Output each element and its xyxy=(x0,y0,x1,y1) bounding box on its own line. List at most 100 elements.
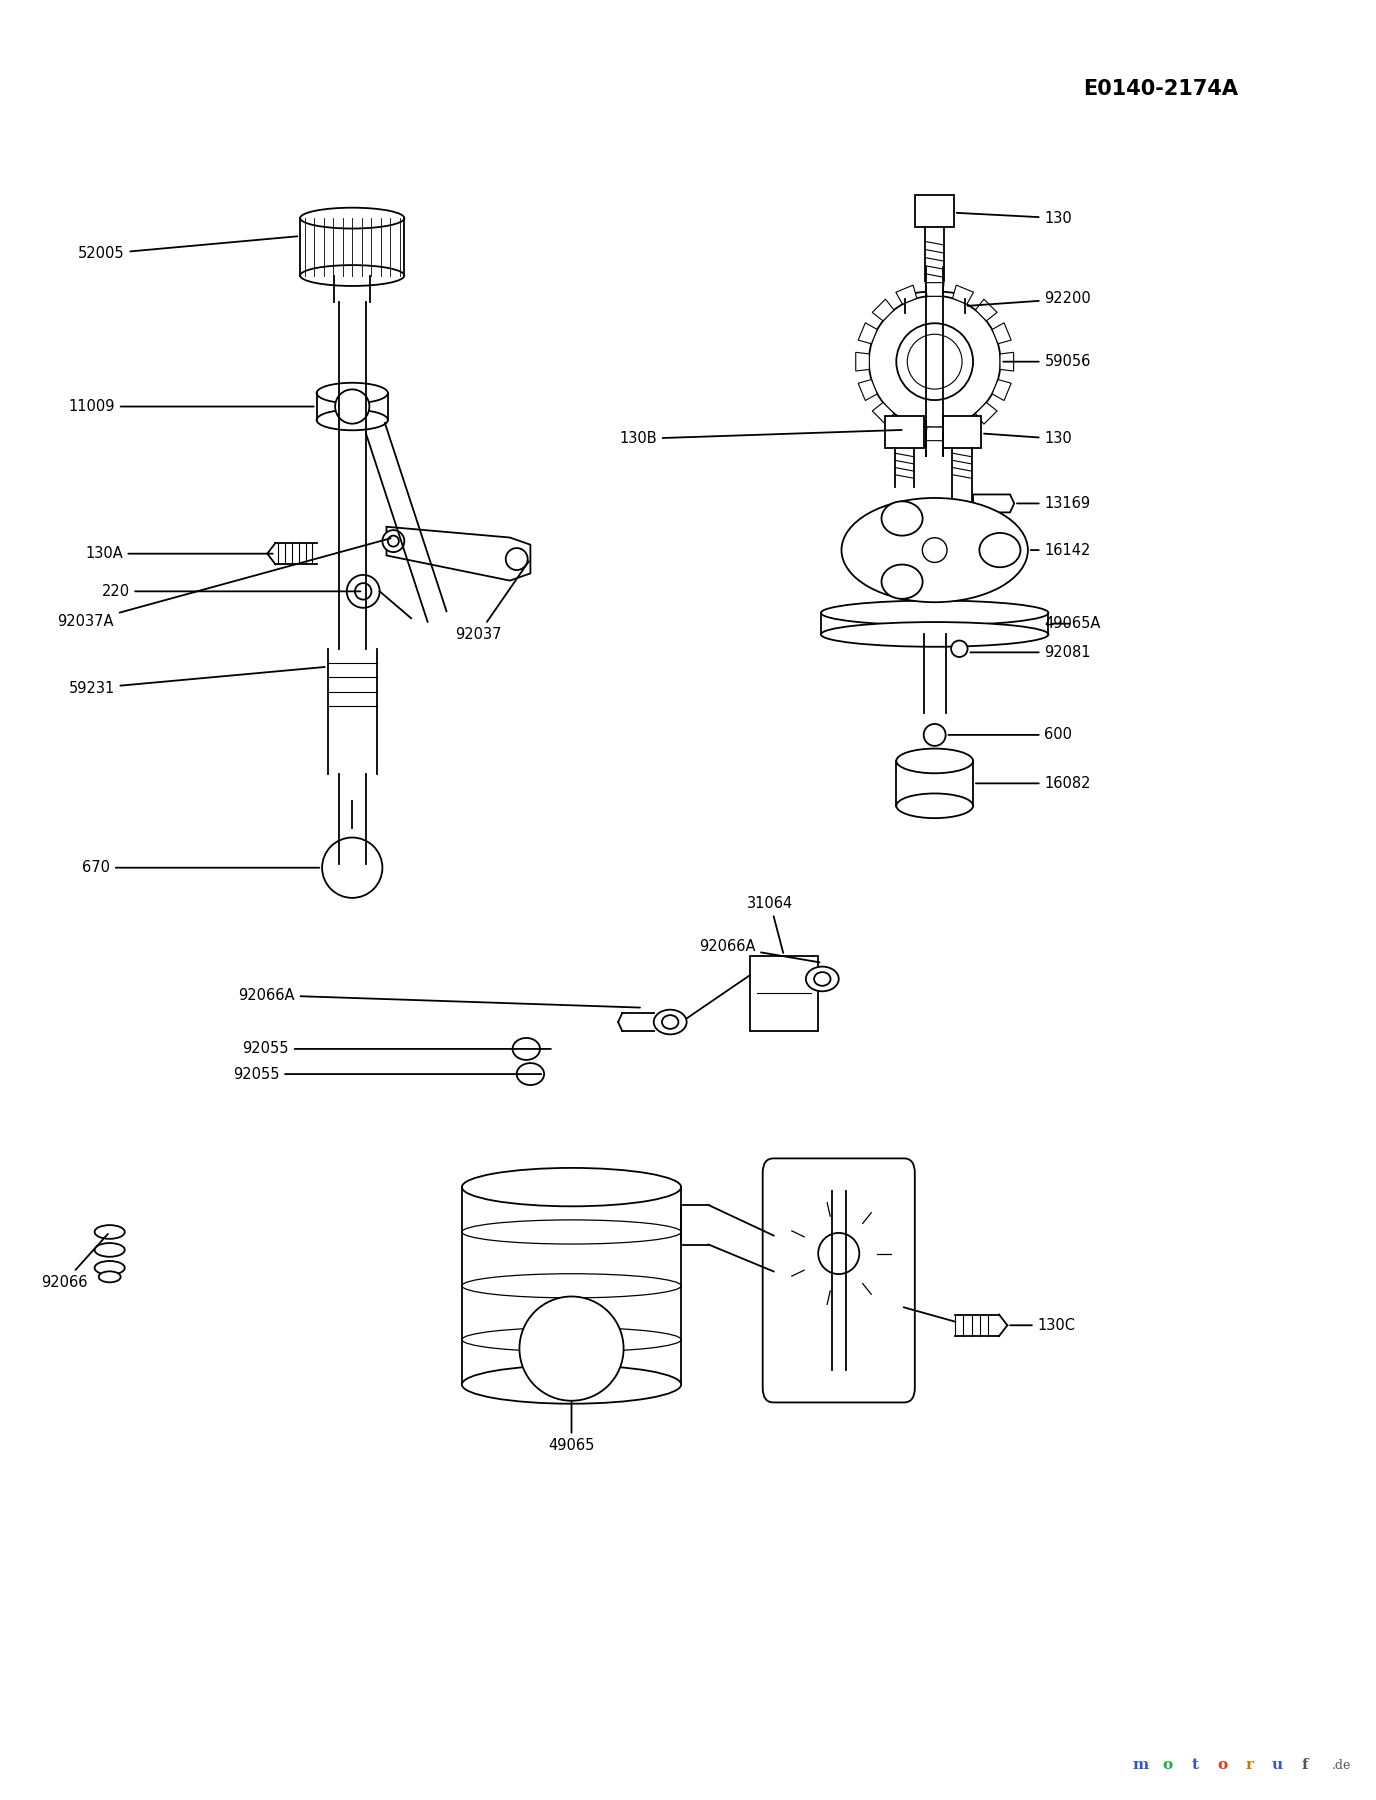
Text: t: t xyxy=(1192,1759,1198,1771)
Text: 52005: 52005 xyxy=(78,236,297,261)
Text: 670: 670 xyxy=(83,860,319,875)
Ellipse shape xyxy=(462,1274,681,1298)
Ellipse shape xyxy=(316,410,388,430)
Text: 92055: 92055 xyxy=(233,1067,541,1082)
Text: 92066A: 92066A xyxy=(699,940,820,963)
Ellipse shape xyxy=(868,295,1000,428)
Polygon shape xyxy=(992,322,1011,344)
Polygon shape xyxy=(992,380,1011,401)
Text: 92037A: 92037A xyxy=(58,538,391,630)
Ellipse shape xyxy=(316,383,388,403)
Text: 16082: 16082 xyxy=(976,776,1091,790)
Ellipse shape xyxy=(322,837,383,898)
Ellipse shape xyxy=(654,1010,687,1035)
Text: 49065: 49065 xyxy=(548,1402,594,1453)
Ellipse shape xyxy=(821,601,1049,625)
Ellipse shape xyxy=(95,1226,125,1238)
Ellipse shape xyxy=(388,536,399,547)
Ellipse shape xyxy=(896,794,973,819)
Text: 59231: 59231 xyxy=(69,668,325,697)
Text: 92066: 92066 xyxy=(41,1235,107,1291)
FancyBboxPatch shape xyxy=(762,1159,915,1402)
Text: 130: 130 xyxy=(956,211,1072,225)
Text: u: u xyxy=(1271,1759,1282,1771)
Text: 11009: 11009 xyxy=(69,400,314,414)
Ellipse shape xyxy=(517,1064,544,1085)
Ellipse shape xyxy=(882,565,923,599)
Polygon shape xyxy=(925,427,944,441)
Polygon shape xyxy=(872,299,894,320)
Ellipse shape xyxy=(462,1168,681,1206)
Text: 130C: 130C xyxy=(1010,1318,1076,1332)
Text: 220: 220 xyxy=(102,583,361,599)
Text: 130: 130 xyxy=(984,432,1072,446)
Ellipse shape xyxy=(882,502,923,536)
Ellipse shape xyxy=(347,574,380,608)
Ellipse shape xyxy=(922,538,947,562)
FancyBboxPatch shape xyxy=(915,194,954,227)
Text: r: r xyxy=(1245,1759,1254,1771)
FancyBboxPatch shape xyxy=(885,416,923,448)
Polygon shape xyxy=(387,527,530,581)
Ellipse shape xyxy=(904,306,965,320)
Text: 130A: 130A xyxy=(85,545,272,562)
Ellipse shape xyxy=(821,623,1049,646)
Text: 92200: 92200 xyxy=(967,292,1091,306)
Polygon shape xyxy=(859,322,878,344)
Ellipse shape xyxy=(95,1262,125,1274)
Ellipse shape xyxy=(300,207,405,229)
Polygon shape xyxy=(973,495,1014,513)
FancyBboxPatch shape xyxy=(943,416,981,448)
Polygon shape xyxy=(859,380,878,401)
Text: 600: 600 xyxy=(948,727,1072,742)
Text: f: f xyxy=(1302,1759,1309,1771)
Text: 13169: 13169 xyxy=(1017,497,1090,511)
Ellipse shape xyxy=(336,389,369,423)
Ellipse shape xyxy=(462,1328,681,1352)
Text: m: m xyxy=(1132,1759,1149,1771)
Polygon shape xyxy=(896,419,916,437)
Text: o: o xyxy=(1163,1759,1172,1771)
Ellipse shape xyxy=(513,1039,539,1060)
Polygon shape xyxy=(872,403,894,425)
Ellipse shape xyxy=(355,583,372,599)
Ellipse shape xyxy=(842,499,1028,603)
Ellipse shape xyxy=(907,335,962,389)
Ellipse shape xyxy=(519,1296,623,1400)
FancyBboxPatch shape xyxy=(750,956,819,1031)
Text: .de: .de xyxy=(1332,1759,1351,1771)
Text: 92055: 92055 xyxy=(242,1042,550,1057)
Ellipse shape xyxy=(462,1364,681,1404)
Polygon shape xyxy=(856,353,870,371)
Polygon shape xyxy=(896,284,916,304)
Text: o: o xyxy=(1218,1759,1227,1771)
Ellipse shape xyxy=(896,324,973,400)
Ellipse shape xyxy=(300,265,405,286)
Ellipse shape xyxy=(923,724,945,745)
Text: E0140-2174A: E0140-2174A xyxy=(1083,79,1238,99)
Ellipse shape xyxy=(896,749,973,774)
Ellipse shape xyxy=(462,1220,681,1244)
Polygon shape xyxy=(952,284,973,304)
Text: 92066A: 92066A xyxy=(238,988,640,1008)
Ellipse shape xyxy=(980,533,1021,567)
Polygon shape xyxy=(976,403,998,425)
Ellipse shape xyxy=(383,531,405,553)
Text: 16142: 16142 xyxy=(1031,542,1091,558)
Ellipse shape xyxy=(662,1015,678,1030)
Polygon shape xyxy=(1000,353,1014,371)
Polygon shape xyxy=(925,283,944,297)
Polygon shape xyxy=(952,419,973,437)
Ellipse shape xyxy=(819,1233,859,1274)
Text: 31064: 31064 xyxy=(747,896,794,952)
Text: 59056: 59056 xyxy=(1003,355,1091,369)
Ellipse shape xyxy=(99,1271,121,1282)
Text: 92081: 92081 xyxy=(970,644,1091,661)
Ellipse shape xyxy=(506,547,527,571)
Ellipse shape xyxy=(951,641,967,657)
Ellipse shape xyxy=(904,292,965,306)
Text: 92037: 92037 xyxy=(455,562,528,643)
Text: 130B: 130B xyxy=(619,430,901,446)
Ellipse shape xyxy=(95,1244,125,1256)
Ellipse shape xyxy=(815,972,831,986)
